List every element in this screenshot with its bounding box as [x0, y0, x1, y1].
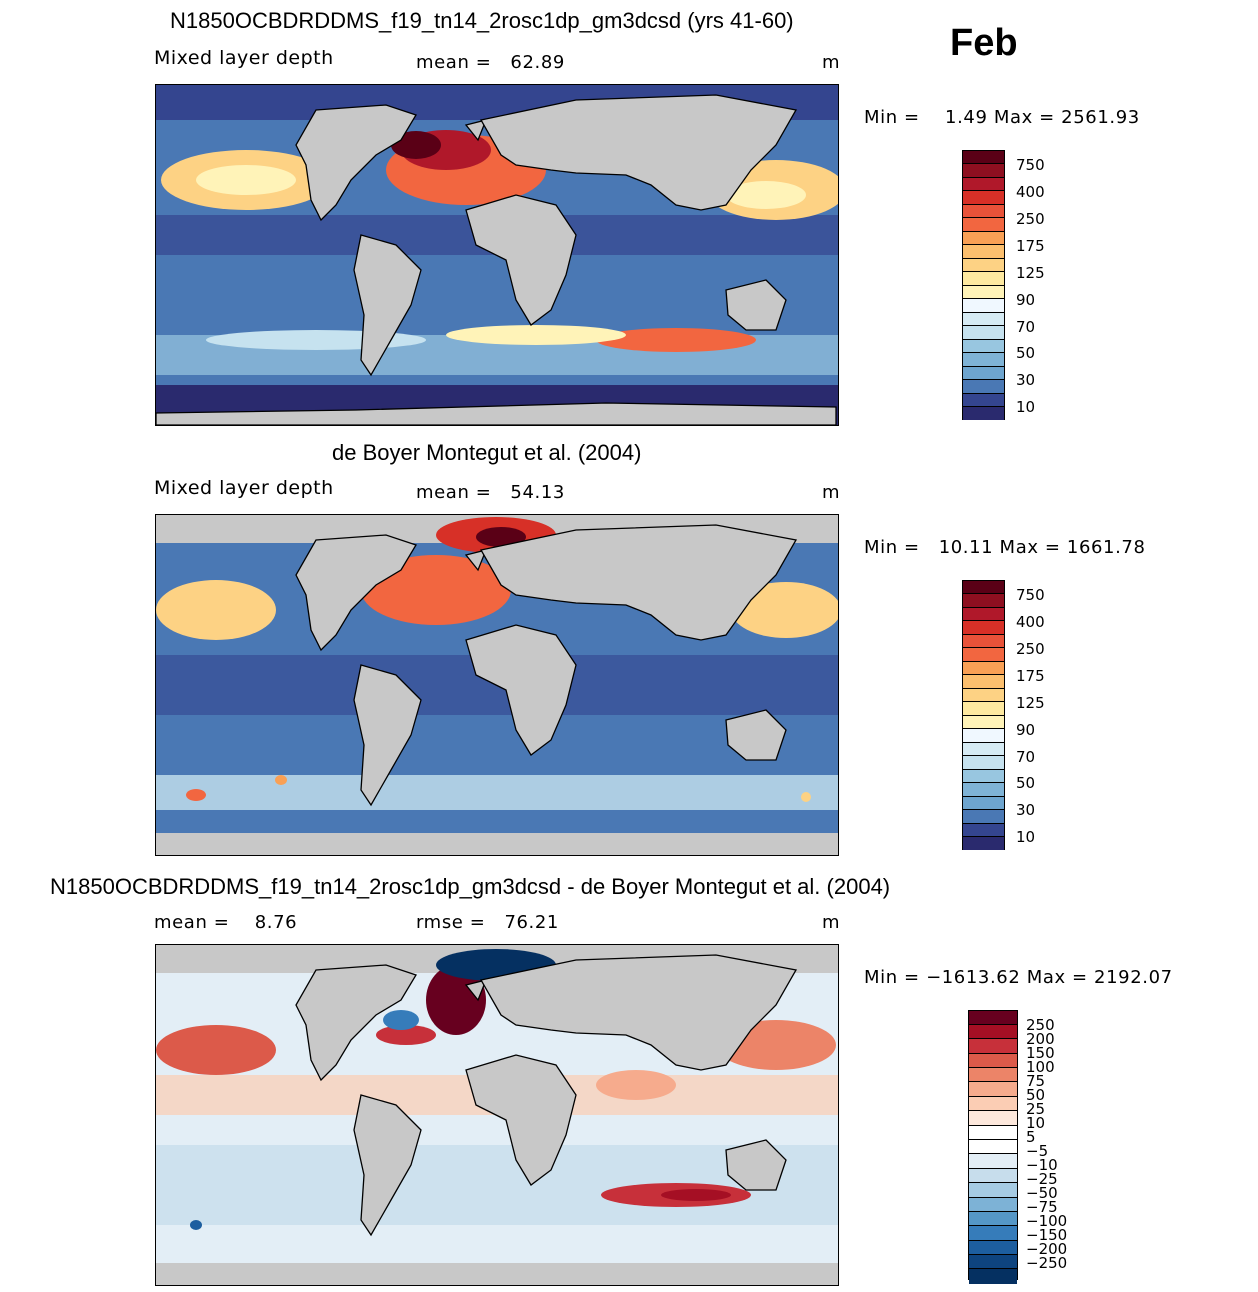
- panel3-tick: −10: [1026, 1156, 1058, 1174]
- month-label: Feb: [950, 22, 1018, 64]
- panel3-tick: −25: [1026, 1170, 1058, 1188]
- panel3-map-svg: [156, 945, 838, 1285]
- panel3-mean: mean = 8.76: [154, 912, 298, 933]
- panel2-tick: 250: [1016, 640, 1045, 658]
- panel2-colorbar: [962, 580, 1005, 850]
- panel2-tick: 70: [1016, 748, 1036, 766]
- panel3-map: [155, 944, 839, 1286]
- panel2-tick: 90: [1016, 721, 1036, 739]
- panel3-tick: −75: [1026, 1198, 1058, 1216]
- panel1-tick: 70: [1016, 318, 1036, 336]
- panel1-tick: 90: [1016, 291, 1036, 309]
- panel3-tick: −250: [1026, 1254, 1068, 1272]
- panel3-units: m: [822, 912, 841, 933]
- panel1-tick: 175: [1016, 237, 1045, 255]
- panel3-minmax: Min = −1613.62 Max = 2192.07: [864, 967, 1173, 988]
- panel1-map: [155, 84, 839, 426]
- panel3-tick: 50: [1026, 1086, 1046, 1104]
- panel3-tick: −5: [1026, 1142, 1049, 1160]
- panel1-tick: 400: [1016, 183, 1045, 201]
- panel3-tick: −100: [1026, 1212, 1068, 1230]
- panel2-tick: 125: [1016, 694, 1045, 712]
- panel3-tick: 5: [1026, 1128, 1036, 1146]
- panel2-tick: 750: [1016, 586, 1045, 604]
- panel2-minmax: Min = 10.11 Max = 1661.78: [864, 537, 1146, 558]
- panel1-map-svg: [156, 85, 838, 425]
- panel3-tick: −50: [1026, 1184, 1058, 1202]
- panel2-tick: 30: [1016, 801, 1036, 819]
- panel1-variable: Mixed layer depth: [154, 47, 334, 69]
- panel3-tick: 100: [1026, 1058, 1055, 1076]
- panel2-tick: 10: [1016, 828, 1036, 846]
- panel2-tick: 400: [1016, 613, 1045, 631]
- panel1-title: N1850OCBDRDDMS_f19_tn14_2rosc1dp_gm3dcsd…: [170, 8, 794, 33]
- panel1-tick: 750: [1016, 156, 1045, 174]
- panel1-tick: 250: [1016, 210, 1045, 228]
- panel1-colorbar: [962, 150, 1005, 420]
- panel2-variable: Mixed layer depth: [154, 477, 334, 499]
- panel3-tick: 10: [1026, 1114, 1046, 1132]
- panel3-tick: 25: [1026, 1100, 1046, 1118]
- panel1-tick: 125: [1016, 264, 1045, 282]
- panel2-mean: mean = 54.13: [416, 482, 565, 503]
- panel2-map: [155, 514, 839, 856]
- panel1-units: m: [822, 52, 841, 73]
- panel3-tick: −150: [1026, 1226, 1068, 1244]
- panel2-map-svg: [156, 515, 838, 855]
- panel2-tick: 175: [1016, 667, 1045, 685]
- panel3-tick: 200: [1026, 1030, 1055, 1048]
- panel2-tick: 50: [1016, 774, 1036, 792]
- panel1-tick: 30: [1016, 371, 1036, 389]
- panel3-tick: −200: [1026, 1240, 1068, 1258]
- panel3-tick: 75: [1026, 1072, 1046, 1090]
- panel1-mean: mean = 62.89: [416, 52, 565, 73]
- panel1-minmax: Min = 1.49 Max = 2561.93: [864, 107, 1140, 128]
- panel3-rmse: rmse = 76.21: [416, 912, 559, 933]
- panel3-tick: 150: [1026, 1044, 1055, 1062]
- panel3-title: N1850OCBDRDDMS_f19_tn14_2rosc1dp_gm3dcsd…: [50, 874, 891, 899]
- panel3-colorbar: [968, 1010, 1018, 1284]
- panel3-tick: 250: [1026, 1016, 1055, 1034]
- panel2-title: de Boyer Montegut et al. (2004): [332, 440, 642, 465]
- panel2-units: m: [822, 482, 841, 503]
- panel1-tick: 50: [1016, 344, 1036, 362]
- panel1-tick: 10: [1016, 398, 1036, 416]
